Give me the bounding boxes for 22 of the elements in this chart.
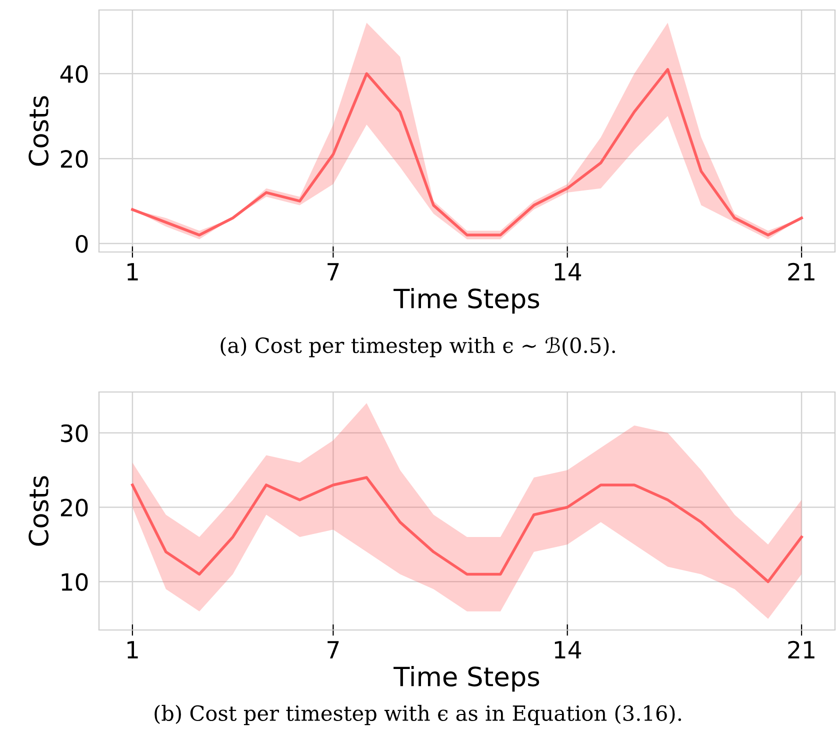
x-tick-label: 1 [128,263,138,280]
x-tick-label: 14 [554,263,582,280]
x-tick-label: 7 [328,263,339,280]
y-tick-label: 0 [76,234,88,253]
x-tick-label: 7 [328,641,339,658]
y-tick-label: 30 [61,424,88,442]
y-axis-title: Costs [28,96,49,166]
y-tick-label: 10 [62,573,88,591]
line-series [131,68,803,236]
x-tick-label: 14 [554,641,582,658]
x-axis-title: Time Steps [394,288,540,314]
y-tick-label: 20 [60,150,88,168]
text: (b) Cost per timestep with ϵ as in Equation (3.16). [154,704,682,726]
y-tick-label: 20 [60,498,88,517]
line-series [131,476,803,584]
x-tick-label: 21 [788,640,814,658]
y-axis-title: Costs [28,476,49,546]
y-tick-label: 40 [60,65,88,83]
x-tick-label: 21 [788,262,814,280]
text: (a) Cost per timestep with ϵ ∼ ℬ(0.5). [220,336,615,358]
x-tick-label: 1 [128,641,138,658]
x-axis-title: Time Steps [394,666,540,692]
